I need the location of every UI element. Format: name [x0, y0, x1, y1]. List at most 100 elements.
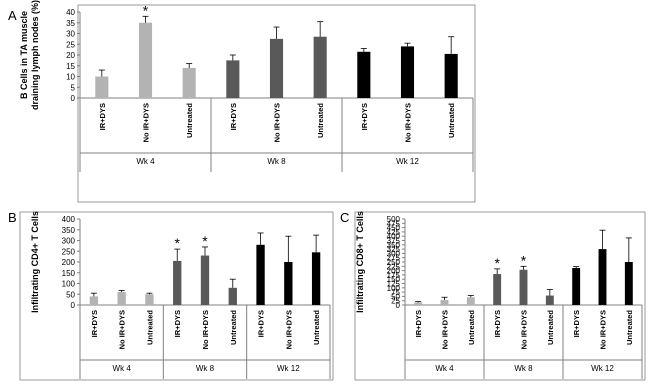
- category-label: IR+DYS: [173, 310, 182, 337]
- y-axis-label: draining lymph nodes (%): [30, 0, 40, 110]
- y-tick-label: 100: [62, 280, 76, 289]
- category-label: IR+DYS: [360, 103, 369, 130]
- category-label: IR+DYS: [493, 310, 502, 337]
- error-bar: [146, 292, 153, 295]
- y-tick-label: 75: [391, 288, 400, 297]
- group-label: Wk 12: [277, 364, 300, 373]
- bar: [256, 244, 265, 305]
- category-label: No IR+DYS: [441, 310, 450, 349]
- y-tick-label: 125: [387, 280, 401, 289]
- error-bar: [360, 48, 367, 52]
- y-tick-label: 5: [71, 83, 76, 92]
- group-label: Wk 12: [591, 364, 614, 373]
- y-tick-label: 425: [387, 228, 401, 237]
- category-label: IR+DYS: [414, 310, 423, 337]
- error-bar: [415, 301, 422, 303]
- y-tick-label: 10: [66, 73, 75, 82]
- y-tick-label: 0: [71, 301, 76, 310]
- error-bar: [273, 26, 280, 39]
- y-tick-label: 25: [391, 297, 400, 306]
- bar: [313, 36, 327, 98]
- y-tick-label: 275: [387, 254, 401, 263]
- error-bar: [494, 268, 501, 275]
- bar: [145, 294, 154, 305]
- y-tick-label: 150: [387, 275, 401, 284]
- error-bar: [186, 63, 193, 68]
- y-tick-label: 100: [387, 284, 401, 293]
- bar: [200, 255, 210, 305]
- y-axis-label: B Cells in TA muscle: [19, 11, 29, 99]
- error-bar: [573, 266, 580, 269]
- bar: [357, 51, 371, 98]
- y-tick-label: 475: [387, 219, 401, 228]
- bar: [182, 67, 196, 98]
- significance-mark: *: [521, 252, 527, 268]
- y-tick-label: 225: [387, 262, 401, 271]
- y-tick-label: 400: [387, 232, 401, 241]
- error-bar: [404, 42, 411, 47]
- group-label: Wk 8: [267, 157, 286, 166]
- bar: [269, 38, 284, 98]
- bar: [117, 292, 126, 305]
- significance-mark: *: [143, 2, 149, 18]
- panel-letter: C: [340, 210, 349, 225]
- error-bar: [520, 265, 527, 270]
- category-label: Untreated: [467, 310, 476, 345]
- y-tick-label: 250: [62, 247, 76, 256]
- y-tick-label: 15: [66, 62, 75, 71]
- error-bar: [313, 234, 320, 253]
- group-label: Wk 8: [196, 364, 215, 373]
- category-label: No IR+DYS: [520, 310, 529, 349]
- bar: [572, 268, 581, 305]
- error-bar: [441, 296, 448, 300]
- panel-frame: [77, 4, 476, 203]
- y-tick-label: 30: [66, 30, 75, 39]
- error-bar: [257, 232, 264, 245]
- bar: [519, 269, 528, 305]
- bar: [444, 53, 458, 98]
- y-tick-label: 40: [66, 8, 75, 17]
- y-tick-label: 450: [387, 224, 401, 233]
- bar: [400, 46, 415, 98]
- category-label: Untreated: [312, 310, 321, 345]
- bar: [545, 295, 554, 305]
- category-label: IR+DYS: [90, 310, 99, 337]
- error-bar: [625, 237, 632, 262]
- y-axis-label: Infiltrating CD4+ T Cells: [30, 211, 40, 313]
- error-bar: [599, 229, 606, 250]
- y-axis-label: Infiltrating CD8+ T Cells: [355, 211, 365, 313]
- error-bar: [98, 69, 105, 77]
- error-bar: [142, 15, 149, 23]
- y-tick-label: 35: [66, 19, 75, 28]
- error-bar: [174, 248, 181, 261]
- bar: [173, 260, 182, 305]
- error-bar: [317, 21, 324, 37]
- y-tick-label: 0: [71, 94, 76, 103]
- category-label: Untreated: [229, 310, 238, 345]
- bar: [440, 299, 449, 305]
- bar: [95, 76, 109, 98]
- error-bar: [285, 235, 292, 262]
- bar: [598, 249, 607, 305]
- panel-frame: [354, 211, 646, 381]
- panel-letter: B: [8, 210, 17, 225]
- y-tick-label: 300: [62, 237, 76, 246]
- y-tick-label: 300: [387, 249, 401, 258]
- category-label: No IR+DYS: [284, 310, 293, 349]
- category-label: No IR+DYS: [404, 103, 413, 142]
- y-tick-label: 400: [62, 215, 76, 224]
- category-label: IR+DYS: [229, 103, 238, 130]
- category-label: Untreated: [145, 310, 154, 345]
- category-label: IR+DYS: [257, 310, 266, 337]
- category-label: Untreated: [316, 103, 325, 138]
- y-tick-label: 20: [66, 51, 75, 60]
- group-label: Wk 4: [435, 364, 454, 373]
- category-label: No IR+DYS: [201, 310, 210, 349]
- y-tick-label: 50: [66, 290, 75, 299]
- category-label: No IR+DYS: [142, 103, 151, 142]
- error-bar: [546, 289, 553, 296]
- panel-letter: A: [8, 8, 17, 23]
- bar: [89, 296, 99, 305]
